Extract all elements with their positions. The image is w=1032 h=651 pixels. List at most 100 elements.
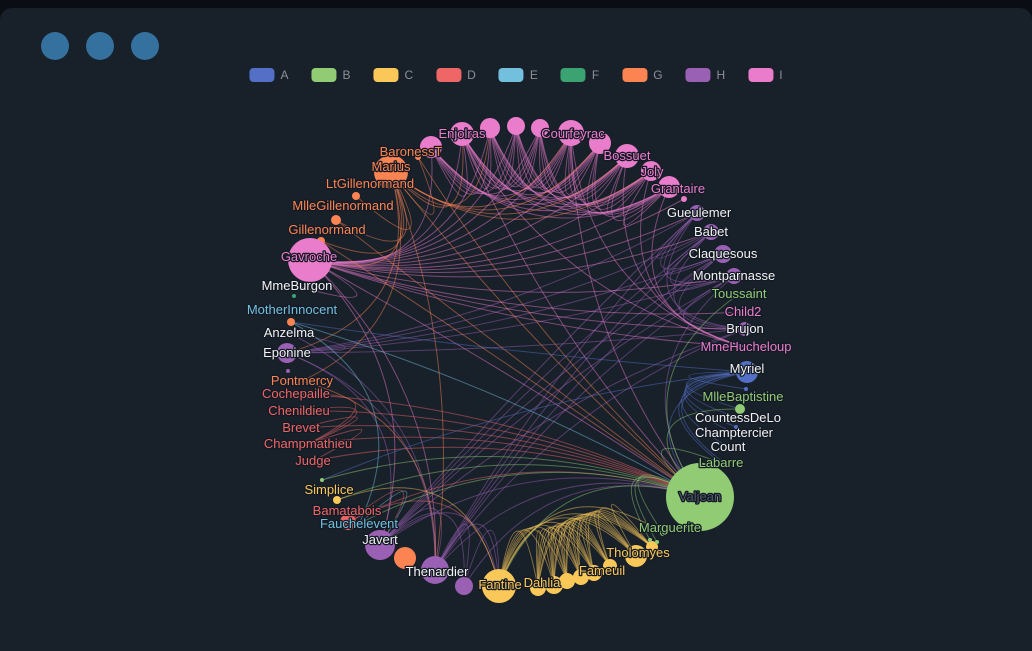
edge-p-top-2-p-top-3: [489, 125, 517, 187]
graph-node-javert[interactable]: [365, 530, 395, 560]
graph-node-y-1[interactable]: [545, 576, 563, 594]
edge-valjean-simplice: [336, 464, 701, 501]
edge-valjean-g-dot-1: [321, 456, 701, 498]
window-control-dot-1[interactable]: [41, 32, 69, 60]
window-control-dot-2[interactable]: [86, 32, 114, 60]
graph-node-marguerite[interactable]: [660, 530, 666, 536]
graph-node-eponine[interactable]: [277, 343, 297, 363]
edge-mmehucheloup-gavroche: [309, 259, 747, 348]
edge-marius-pontmercy: [301, 171, 402, 382]
edge-y-3-y-4: [572, 518, 611, 578]
graph-node-simplice[interactable]: [333, 496, 341, 504]
graph-node-ltgillenormand[interactable]: [352, 192, 360, 200]
graph-node-bossuet[interactable]: [615, 144, 639, 168]
edge-dahlia-y-5: [537, 513, 653, 589]
graph-node-m-dot-1[interactable]: [648, 538, 652, 542]
graph-node-myriel[interactable]: [736, 361, 758, 383]
graph-node-b-dot-2[interactable]: [734, 425, 738, 429]
graph-node-courfeyrac[interactable]: [558, 120, 584, 146]
node-label-simplice: Simplice: [304, 482, 353, 497]
graph-node-brujon[interactable]: [738, 322, 752, 336]
graph-node-dahlia[interactable]: [530, 580, 546, 596]
legend-item-c[interactable]: C: [373, 68, 413, 82]
edge-thenardier-valjean: [434, 482, 701, 571]
edge-p-top-5-grantaire: [594, 142, 670, 218]
edge-babet-montparnasse: [669, 231, 735, 287]
legend-swatch-g: [622, 68, 648, 82]
edge-cochepaille-champmathieu: [295, 393, 357, 445]
edge-mmehucheloup-enjolras: [461, 133, 747, 348]
legend-item-a[interactable]: A: [249, 68, 288, 82]
graph-node-enjolras[interactable]: [450, 122, 474, 146]
graph-node-y-2[interactable]: [559, 573, 575, 589]
graph-node-b-dot-1[interactable]: [744, 387, 748, 391]
graph-node-baronesst[interactable]: [415, 154, 421, 160]
edge-marius-joly: [390, 170, 652, 220]
graph-node-gavroche[interactable]: [288, 238, 332, 282]
edge-p-top-3-p-top-5: [515, 125, 601, 193]
edge-fantine-fameuil: [498, 524, 595, 587]
legend-item-d[interactable]: D: [436, 68, 476, 82]
edge-cochepaille-valjean: [295, 393, 701, 498]
legend-item-b[interactable]: B: [311, 68, 350, 82]
graph-node-g-dot-1[interactable]: [320, 478, 324, 482]
edge-myriel-labarre: [678, 371, 748, 464]
legend-item-e[interactable]: E: [498, 68, 538, 82]
graph-node-motherinnocent[interactable]: [287, 318, 295, 326]
graph-node-y-4[interactable]: [603, 559, 617, 573]
legend-item-h[interactable]: H: [685, 68, 725, 82]
edge-valjean-fauchelevent: [358, 471, 701, 525]
graph-node-y-3[interactable]: [573, 569, 589, 585]
graph-node-purple-bottom[interactable]: [455, 577, 473, 595]
edge-p-top-4-joly: [539, 127, 652, 206]
graph-node-mllebaptistine[interactable]: [735, 404, 745, 414]
edge-marius-valjean: [390, 171, 701, 498]
legend-item-g[interactable]: G: [622, 68, 663, 82]
edge-dahlia-fameuil: [537, 525, 595, 589]
edge-p-top-1-grantaire: [430, 146, 670, 219]
graph-node-babet[interactable]: [703, 224, 719, 240]
graph-node-g-dot-3[interactable]: [726, 464, 730, 468]
graph-node-m-dot-2[interactable]: [655, 540, 659, 544]
graph-node-thenardier[interactable]: [421, 556, 449, 584]
graph-node-p-top-4[interactable]: [531, 119, 549, 137]
graph-node-tholomyes[interactable]: [625, 545, 647, 567]
edge-mmehucheloup-bossuet: [622, 155, 747, 348]
graph-node-orange-bottom[interactable]: [394, 547, 416, 569]
edge-y-1-y-4: [553, 521, 611, 586]
node-label-chenildieu: Chenildieu: [268, 403, 329, 418]
edge-p-top-5-gavroche: [309, 142, 601, 264]
graph-node-fantine[interactable]: [482, 569, 516, 603]
graph-node-mllegillenormand[interactable]: [331, 215, 341, 225]
edge-dahlia-y-4: [537, 522, 611, 589]
edge-marius-gillenormand: [320, 171, 405, 254]
node-label-count: Count: [711, 439, 746, 454]
graph-node-p-top-3[interactable]: [507, 117, 525, 135]
graph-node-claquesous[interactable]: [714, 245, 732, 263]
graph-node-p-dot-1[interactable]: [286, 369, 290, 373]
edge-p-top-4-p-top-5: [539, 127, 601, 193]
graph-node-t-dot-1[interactable]: [292, 294, 296, 298]
edge-y-1-y-3: [550, 526, 582, 586]
edge-y-2-y-5: [566, 511, 653, 582]
graph-node-grantaire[interactable]: [658, 176, 680, 198]
graph-node-fameuil[interactable]: [586, 565, 602, 581]
edge-y-2-tholomyes: [565, 515, 637, 582]
graph-node-p-top-2[interactable]: [480, 118, 500, 138]
edge-marius-gavroche: [309, 171, 403, 267]
legend-item-i[interactable]: I: [748, 68, 783, 82]
graph-node-p-top-5[interactable]: [589, 132, 611, 154]
graph-node-marius[interactable]: [374, 155, 408, 189]
graph-node-bamatabois[interactable]: [340, 514, 356, 530]
graph-node-joly[interactable]: [641, 161, 661, 181]
graph-node-montparnasse[interactable]: [726, 268, 742, 284]
window-control-dot-3[interactable]: [131, 32, 159, 60]
graph-node-gueulemer[interactable]: [689, 205, 705, 221]
legend-item-f[interactable]: F: [560, 68, 599, 82]
graph-node-p-top-1[interactable]: [420, 136, 442, 158]
graph-node-p-top-6[interactable]: [681, 196, 687, 202]
graph-node-y-5[interactable]: [646, 541, 658, 553]
edge-p-top-4-courfeyrac: [539, 127, 572, 190]
graph-node-valjean[interactable]: [666, 463, 734, 531]
node-label-anzelma: Anzelma: [264, 325, 315, 340]
